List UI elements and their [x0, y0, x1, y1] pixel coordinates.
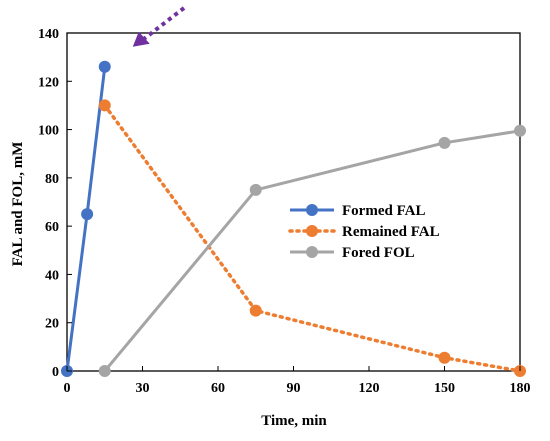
x-tick-label: 60: [211, 381, 225, 396]
annotation-arrow-head: [132, 31, 150, 47]
axis-ticks: 0 30 60 90 120 150 180 0 20 40 60 80 100 120 140: [38, 27, 531, 396]
y-axis-title: FAL and FOL, mM: [10, 142, 26, 267]
legend-marker-fored-fol: [306, 246, 318, 258]
annotation-arrow-shaft: [141, 6, 186, 42]
data-point-remained-fal: [98, 99, 111, 112]
x-tick-label: 0: [64, 381, 71, 396]
legend: Formed FAL Remained FAL Fored FOL: [288, 203, 440, 261]
y-tick-label: 120: [38, 75, 59, 90]
data-point-fored-fol: [98, 365, 111, 377]
y-tick-label: 0: [52, 365, 59, 380]
y-tick-label: 60: [45, 220, 59, 235]
data-point-formed-fal: [81, 208, 94, 221]
x-tick-label: 150: [434, 381, 455, 396]
x-tick-label: 120: [359, 381, 380, 396]
series-line-fored-fol: [103, 129, 521, 372]
legend-marker-remained-fal: [306, 225, 318, 237]
y-tick-label: 80: [45, 172, 59, 187]
data-point-fored-fol: [514, 124, 526, 137]
x-tick-label: 180: [510, 381, 531, 396]
x-tick-label: 90: [287, 381, 301, 396]
data-point-formed-fal: [98, 60, 111, 73]
y-tick-label: 40: [45, 268, 59, 283]
series-line-remained-fal: [103, 103, 522, 373]
data-point-fored-fol: [249, 183, 262, 196]
legend-marker-formed-fal: [306, 204, 318, 216]
legend-label-formed-fal: Formed FAL: [342, 203, 425, 219]
annotation-arrow: [132, 6, 186, 47]
y-tick-label: 20: [45, 317, 59, 332]
legend-label-fored-fol: Fored FOL: [342, 245, 415, 261]
y-tick-label: 100: [38, 124, 59, 139]
x-tick-label: 30: [136, 381, 150, 396]
x-axis-title: Time, min: [261, 413, 327, 429]
data-point-remained-fal: [249, 304, 262, 317]
y-tick-label: 140: [38, 27, 59, 42]
data-point-fored-fol: [438, 136, 451, 149]
legend-label-remained-fal: Remained FAL: [342, 224, 440, 240]
data-point-remained-fal: [438, 351, 451, 364]
series-layer: [61, 60, 526, 377]
